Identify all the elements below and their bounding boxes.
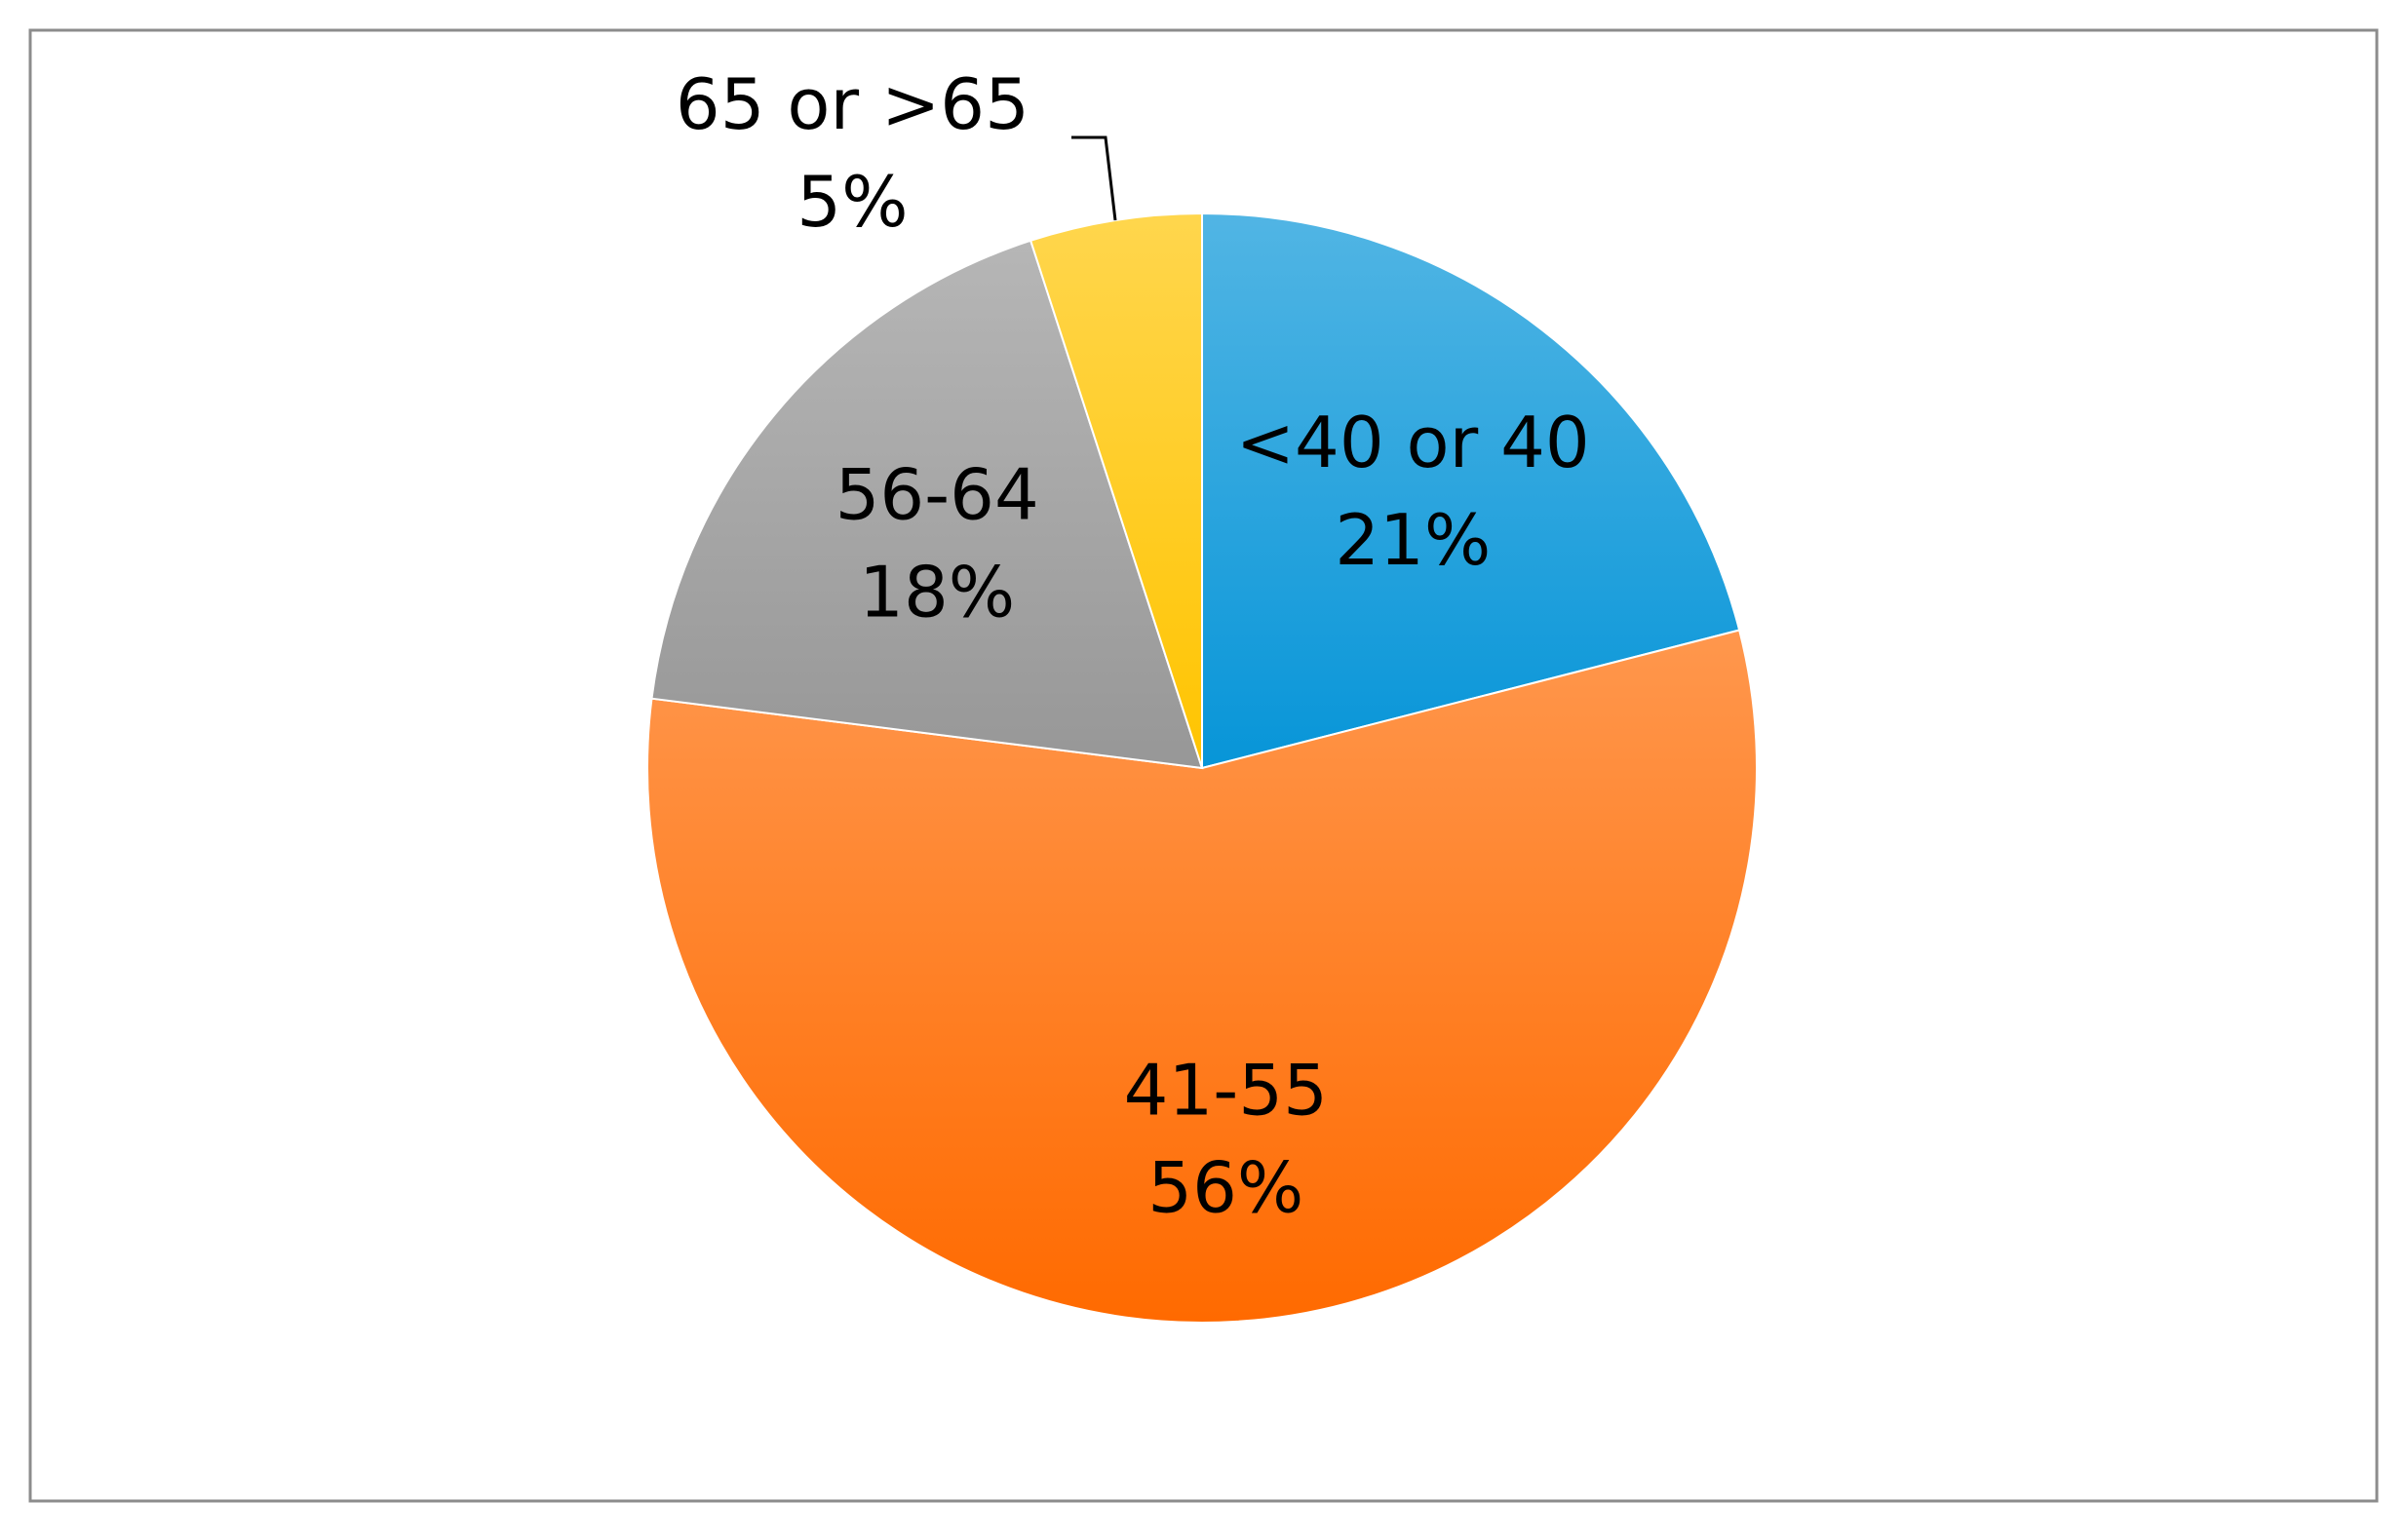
slice-label: 65 or >65: [676, 63, 1029, 145]
slice-value-label: 56%: [1147, 1147, 1303, 1229]
slice-label: <40 or 40: [1236, 402, 1590, 483]
pie-slice: [1029, 212, 1203, 769]
slice-label: 56-64: [835, 454, 1039, 536]
pie-slice: [650, 239, 1204, 770]
slice-value-label: 21%: [1335, 499, 1491, 581]
pie-slice: [1201, 212, 1741, 770]
slice-value-label: 18%: [859, 552, 1015, 634]
slice-value-label: 5%: [796, 161, 908, 243]
slice-label: 41-55: [1124, 1050, 1328, 1132]
pie-slice: [646, 629, 1758, 1324]
leader-line: [1070, 135, 1117, 221]
